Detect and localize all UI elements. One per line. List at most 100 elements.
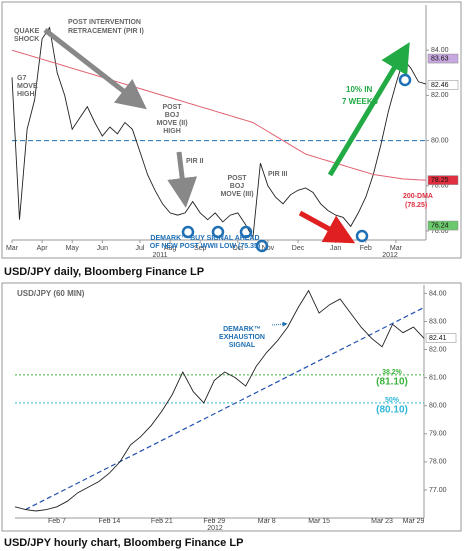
x-tick-label: Nov	[262, 245, 275, 252]
daily-chart: 76.00 78.00 80.00 82.00 84.00 Mar Apr May Jun Jul…	[1, 1, 462, 259]
y-tick-label: 82.00	[431, 92, 449, 99]
annotation: PIR III	[268, 171, 288, 178]
price-line	[11, 49, 427, 181]
x-tick-label: Mar 23	[371, 518, 393, 525]
x-tick-label: Mar 29	[403, 518, 425, 525]
x-tick-label: Feb	[360, 245, 372, 252]
arrows	[43, 28, 412, 327]
x-tick-label: Feb 29	[203, 518, 225, 525]
annotation: HIGH	[17, 91, 35, 98]
annotation: POST INTERVENTION	[68, 19, 141, 26]
price-tag-label: 78.25	[431, 177, 449, 184]
annotation: DEMARK™	[223, 326, 261, 333]
signal-circle	[398, 73, 412, 87]
annotation: MOVE	[17, 83, 38, 90]
year-label: 2012	[382, 252, 398, 259]
price-line	[14, 289, 425, 512]
x-tick-label: Dec	[292, 245, 305, 252]
y-tick-label: 78.00	[429, 459, 447, 466]
panel	[1, 282, 462, 532]
arrow	[43, 28, 147, 110]
x-tick-label: Jun	[97, 245, 108, 252]
year-label: 2011	[152, 252, 167, 259]
annotation: DEMARK™ BUY SIGNAL AHEAD	[150, 235, 259, 242]
price-tag	[427, 53, 459, 64]
annotation: 7 WEEKS	[342, 97, 379, 106]
x-tick-label: Jan	[330, 245, 341, 252]
y-tick-label: 80.00	[429, 403, 447, 410]
annotation: BOJ	[165, 112, 180, 119]
annotation: 200-DMA	[403, 193, 433, 200]
trend-line	[25, 306, 425, 511]
caption: USD/JPY daily, Bloomberg Finance LP	[4, 266, 204, 278]
annotation: 50%	[385, 397, 400, 404]
annotation: MOVE (II)	[156, 120, 187, 127]
annotation: PIR II	[186, 158, 204, 165]
y-tick-label: 78.00	[431, 183, 449, 190]
y-tick-label: 76.00	[431, 228, 449, 235]
annotation: SHOCK	[14, 36, 39, 43]
price-tag	[427, 175, 459, 185]
y-tick-label: 83.00	[429, 318, 447, 325]
annotation: (78.25)	[405, 202, 427, 209]
signal-circle	[181, 225, 195, 239]
x-tick-label: Feb 14	[98, 518, 120, 525]
arrow	[327, 42, 410, 177]
x-tick-label: Jul	[135, 245, 144, 252]
annotation: MOVE (III)	[220, 191, 253, 198]
x-tick-label: May	[66, 245, 80, 252]
x-tick-label: Mar	[390, 245, 403, 252]
annotation: OF NEW POST WWII LOW (75.35)	[150, 243, 260, 250]
y-tick-label: 84.00	[429, 290, 447, 297]
annotation: G7	[17, 75, 26, 82]
annotation: BOJ	[230, 183, 245, 190]
price-tag-label: 83.63	[431, 55, 449, 62]
panel	[1, 1, 462, 259]
y-tick-label: 79.00	[429, 431, 447, 438]
chart-title: USD/JPY (60 MIN)	[17, 289, 85, 298]
price-tag-label: 82.46	[431, 82, 449, 89]
x-tick-label: Mar 15	[308, 518, 330, 525]
x-tick-label: Feb 21	[151, 518, 173, 525]
annotation: (81.10)	[376, 377, 408, 388]
price-tag-label: 82.41	[429, 335, 447, 342]
price-line	[11, 26, 427, 240]
signal-circle	[255, 239, 269, 253]
caption: USD/JPY hourly chart, Bloomberg Finance …	[4, 537, 243, 549]
x-tick-label: Sep	[194, 245, 207, 252]
price-tag-label: 76.24	[431, 222, 449, 229]
arrow	[167, 151, 198, 208]
y-tick-label: 80.00	[431, 137, 449, 144]
y-tick-label: 82.00	[429, 346, 447, 353]
signal-circle	[211, 225, 225, 239]
annotation: POST	[227, 175, 247, 182]
price-tag	[427, 80, 459, 90]
x-tick-label: Mar 8	[258, 518, 276, 525]
x-tick-label: Aug	[164, 245, 177, 252]
annotation: QUAKE	[14, 28, 40, 35]
annotation: 10% IN	[346, 85, 372, 94]
x-tick-label: Mar	[6, 245, 19, 252]
annotations: QUAKE SHOCK G7 MOVE HIGH POST INTERVENTI…	[4, 19, 433, 549]
signal-circle	[239, 225, 253, 239]
signal-circle	[355, 229, 369, 243]
y-tick-label: 81.00	[429, 374, 447, 381]
y-tick-label: 84.00	[431, 47, 449, 54]
arrow	[298, 210, 356, 244]
annotation: RETRACEMENT (PIR I)	[68, 28, 144, 35]
year-label: 2012	[207, 525, 223, 532]
annotation: (80.10)	[376, 405, 408, 416]
y-tick-label: 77.00	[429, 487, 447, 494]
annotation: SIGNAL	[229, 342, 256, 349]
x-tick-label: Oct	[232, 245, 243, 252]
x-tick-label: Apr	[37, 245, 49, 252]
annotation: 38.2%	[382, 369, 403, 376]
hourly-chart: 77.00 78.00 79.00 80.00 81.00 82.00 83.00 84.00…	[1, 282, 462, 532]
x-tick-label: Feb 7	[48, 518, 66, 525]
price-tag	[427, 220, 459, 231]
annotation: HIGH	[163, 128, 181, 135]
arrow	[271, 321, 288, 327]
annotation: POST	[162, 104, 182, 111]
price-tag	[425, 333, 457, 343]
